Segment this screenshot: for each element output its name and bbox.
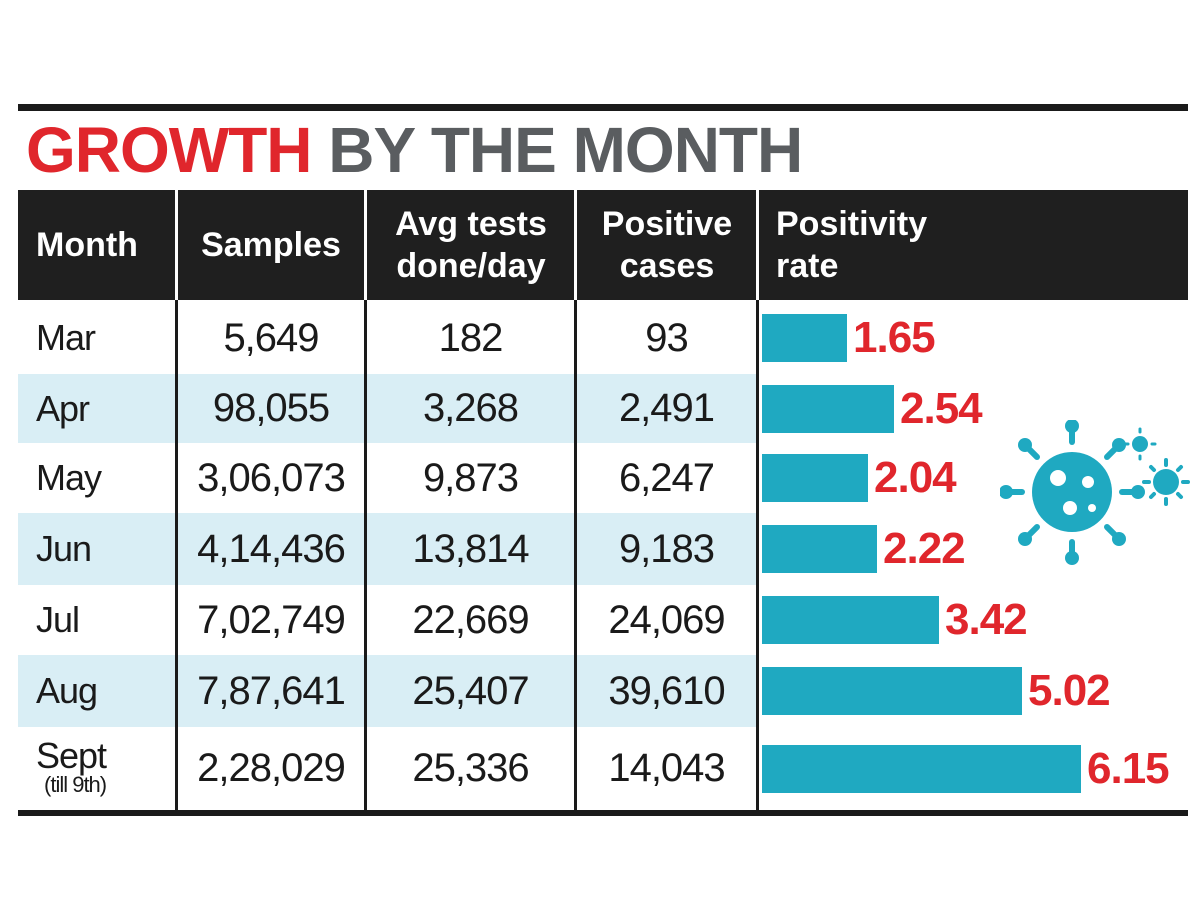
- avg-tests-cell: 9,873: [422, 455, 519, 500]
- positive-cases-cell: 2,491: [618, 386, 715, 430]
- header-divider: [756, 190, 759, 300]
- positivity-bar: [762, 314, 847, 362]
- positive-cases-cell: 14,043: [608, 746, 725, 790]
- virus-icon: [1000, 420, 1190, 565]
- header-rate-line1: Positivity: [776, 205, 928, 243]
- header-month-label: Month: [36, 226, 138, 264]
- samples-cell: 5,649: [223, 315, 319, 360]
- samples-cell: 2,28,029: [197, 746, 346, 790]
- month-cell: Jun: [18, 513, 175, 585]
- positive-cases-cell: 93: [645, 315, 689, 360]
- avg-tests-cell: 3,268: [422, 386, 519, 430]
- column-divider: [175, 300, 178, 810]
- avg-tests-cell: 22,669: [412, 597, 529, 642]
- positivity-rate-label: 2.54: [900, 384, 983, 433]
- header-divider: [364, 190, 367, 300]
- positivity-bar: [762, 385, 894, 433]
- positivity-rate-label: 2.22: [883, 524, 966, 573]
- column-divider: [756, 300, 759, 810]
- avg-tests-cell: 25,407: [412, 668, 529, 713]
- month-label: Sept: [36, 734, 107, 776]
- month-label: May: [36, 457, 102, 498]
- positive-cases-cell: 9,183: [618, 526, 715, 571]
- samples-cell: 7,87,641: [197, 668, 346, 713]
- column-divider: [364, 300, 367, 810]
- header-divider: [574, 190, 577, 300]
- header-divider: [175, 190, 178, 300]
- top-rule: [18, 104, 1188, 111]
- positive-cases-cell: 39,610: [608, 668, 725, 713]
- month-note: (till 9th): [44, 771, 107, 797]
- title-red-part: GROWTH: [26, 114, 312, 186]
- header-rate-line2: rate: [776, 247, 839, 285]
- samples-cell: 7,02,749: [197, 597, 346, 642]
- bottom-rule: [18, 810, 1188, 816]
- positive-cases-cell: 24,069: [608, 597, 725, 642]
- month-label: Aug: [36, 670, 98, 711]
- month-label: Jul: [36, 599, 80, 640]
- positivity-bar: [762, 454, 868, 502]
- table-row: [18, 513, 758, 585]
- header-positivity-rate: Positivity rate: [758, 190, 1188, 300]
- positivity-rate-label: 1.65: [853, 313, 936, 362]
- table-row: [18, 374, 758, 443]
- header-avg-tests: Avg tests done/day: [366, 190, 576, 300]
- month-cell: Aug: [18, 655, 175, 727]
- positivity-bar: [762, 667, 1022, 715]
- avg-tests-cell: 13,814: [412, 526, 529, 571]
- column-divider: [574, 300, 577, 810]
- header-avg-tests-line2: done/day: [396, 247, 546, 285]
- positivity-bar: [762, 745, 1081, 793]
- month-cell: Sept (till 9th): [18, 727, 175, 810]
- table-row: [18, 655, 758, 727]
- positivity-rate-label: 5.02: [1028, 666, 1111, 715]
- month-cell: Apr: [18, 374, 175, 443]
- header-month: Month: [18, 190, 176, 300]
- month-cell: May: [18, 443, 175, 513]
- samples-cell: 3,06,073: [197, 455, 346, 500]
- month-label: Mar: [36, 317, 96, 358]
- positivity-bar: [762, 525, 877, 573]
- header-positive-line1: Positive: [601, 205, 733, 243]
- avg-tests-cell: 182: [438, 315, 504, 360]
- header-positive-cases: Positive cases: [576, 190, 758, 300]
- header-samples: Samples: [176, 190, 366, 300]
- month-cell: Mar: [18, 302, 175, 374]
- positivity-rate-label: 2.04: [874, 453, 957, 502]
- samples-cell: 4,14,436: [197, 526, 346, 571]
- header-samples-label: Samples: [201, 226, 341, 264]
- month-cell: Jul: [18, 585, 175, 655]
- positivity-rate-label: 6.15: [1087, 744, 1170, 793]
- positivity-bar: [762, 596, 939, 644]
- header-positive-line2: cases: [619, 247, 715, 285]
- graphic-title: GROWTH BY THE MONTH: [26, 110, 803, 190]
- positive-cases-cell: 6,247: [618, 455, 715, 500]
- samples-cell: 98,055: [212, 386, 330, 430]
- title-gray-part: BY THE MONTH: [328, 114, 803, 186]
- avg-tests-cell: 25,336: [412, 746, 529, 790]
- header-avg-tests-line1: Avg tests: [395, 205, 547, 243]
- month-label: Apr: [36, 387, 90, 429]
- positivity-rate-label: 3.42: [945, 595, 1028, 644]
- month-label: Jun: [36, 528, 92, 569]
